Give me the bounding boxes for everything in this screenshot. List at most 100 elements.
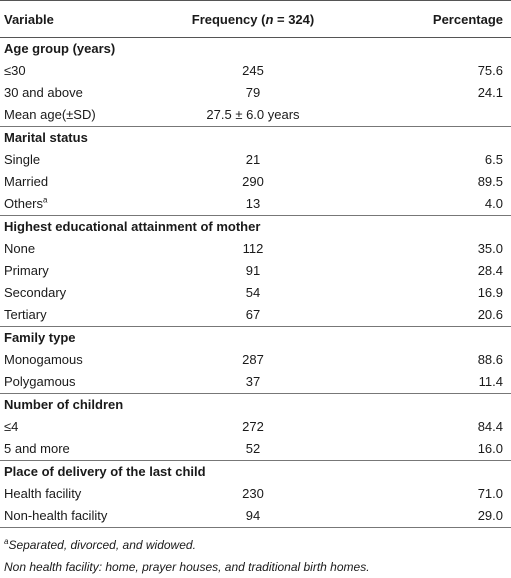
row-label-text: Single	[4, 152, 41, 167]
section-title: Family type	[4, 330, 76, 345]
footnote-a-mark: a	[4, 537, 9, 546]
row-frequency: 21	[245, 152, 261, 167]
row-label-text: None	[4, 241, 36, 256]
row-label: Monogamous	[4, 349, 83, 371]
row-label-text: ≤4	[4, 419, 19, 434]
table-header-row: Variable Frequency (n = 324) Percentage	[0, 1, 511, 37]
row-label-text: Primary	[4, 263, 49, 278]
row-frequency: 112	[242, 241, 264, 256]
footnote-a-text: Separated, divorced, and widowed.	[8, 538, 196, 552]
row-percentage: 35.0	[477, 241, 503, 256]
row-percentage: 28.4	[477, 263, 503, 278]
row-percentage: 24.1	[477, 85, 503, 100]
row-frequency: 94	[245, 508, 261, 523]
section-header-row: Number of children	[0, 394, 511, 416]
section-header-row: Place of delivery of the last child	[0, 461, 511, 483]
footnote-a: aSeparated, divorced, and widowed.	[4, 534, 511, 556]
section-title: Place of delivery of the last child	[4, 464, 206, 479]
header-variable: Variable	[4, 12, 54, 27]
row-label-text: Married	[4, 174, 49, 189]
footnote-marker: a	[43, 195, 48, 205]
section-title: Number of children	[4, 397, 124, 412]
row-label: Tertiary	[4, 304, 47, 326]
row-frequency: 91	[245, 263, 261, 278]
row-label: Health facility	[4, 483, 81, 505]
table-row: 30 and above 79 24.1	[0, 82, 511, 104]
row-frequency: 287	[242, 352, 264, 367]
row-label-text: Health facility	[4, 486, 82, 501]
row-percentage: 71.0	[477, 486, 503, 501]
row-label: Polygamous	[4, 371, 76, 393]
footnote-b: Non health facility: home, prayer houses…	[4, 560, 370, 574]
row-label-text: Mean age(±SD)	[4, 107, 96, 122]
row-frequency: 272	[242, 419, 264, 434]
header-frequency: Frequency (n = 324)	[191, 12, 315, 27]
row-label-text: Non-health facility	[4, 508, 108, 523]
table-row: Monogamous 287 88.6	[0, 349, 511, 371]
section-rule	[0, 215, 511, 216]
row-percentage: 4.0	[484, 196, 503, 211]
table-row: None 112 35.0	[0, 238, 511, 260]
section-title: Marital status	[4, 130, 88, 145]
section-header-row: Marital status	[0, 127, 511, 149]
row-frequency: 52	[245, 441, 261, 456]
row-label-text: ≤30	[4, 63, 26, 78]
row-label-text: Monogamous	[4, 352, 83, 367]
row-frequency: 230	[242, 486, 264, 501]
row-frequency: 13	[245, 196, 261, 211]
row-percentage: 75.6	[477, 63, 503, 78]
row-label-text: Tertiary	[4, 307, 47, 322]
row-frequency: 37	[245, 374, 261, 389]
section-rule	[0, 126, 511, 127]
row-label-text: Secondary	[4, 285, 67, 300]
row-percentage: 16.0	[477, 441, 503, 456]
section-rule	[0, 460, 511, 461]
section-title: Highest educational attainment of mother	[4, 219, 261, 234]
table-row: Othersa 13 4.0	[0, 193, 511, 215]
table-footnotes: aSeparated, divorced, and widowed. Non h…	[0, 534, 511, 578]
row-percentage: 89.5	[477, 174, 503, 189]
row-percentage: 11.4	[478, 374, 503, 389]
row-label: None	[4, 238, 35, 260]
table-row: Polygamous 37 11.4	[0, 371, 511, 393]
table-row: 5 and more 52 16.0	[0, 438, 511, 460]
table-row: Primary 91 28.4	[0, 260, 511, 282]
table-row: Non-health facility 94 29.0	[0, 505, 511, 527]
row-label: 5 and more	[4, 438, 70, 460]
row-frequency: 67	[245, 307, 261, 322]
table-top-rule	[0, 0, 511, 1]
table-row: Tertiary 67 20.6	[0, 304, 511, 326]
row-label: Mean age(±SD)	[4, 104, 96, 126]
demographics-table: Variable Frequency (n = 324) Percentage …	[0, 0, 511, 528]
row-label: Non-health facility	[4, 505, 107, 527]
row-label: Married	[4, 171, 48, 193]
row-percentage: 84.4	[477, 419, 503, 434]
row-frequency: 79	[245, 85, 261, 100]
row-percentage: 16.9	[477, 285, 503, 300]
table-row: Married 290 89.5	[0, 171, 511, 193]
row-label: Single	[4, 149, 40, 171]
row-frequency: 27.5 ± 6.0 years	[206, 107, 300, 122]
row-label-text: Others	[4, 196, 44, 211]
section-header-row: Highest educational attainment of mother	[0, 216, 511, 238]
table-row: Mean age(±SD) 27.5 ± 6.0 years	[0, 104, 511, 126]
row-label: ≤4	[4, 416, 18, 438]
row-frequency: 54	[245, 285, 261, 300]
row-label: Othersa	[4, 193, 47, 215]
row-percentage: 29.0	[477, 508, 503, 523]
section-rule	[0, 393, 511, 394]
table-row: Health facility 230 71.0	[0, 483, 511, 505]
table-body: Age group (years) ≤30 245 75.6 30 and above 7…	[0, 38, 511, 528]
row-label: Primary	[4, 260, 49, 282]
row-frequency: 245	[242, 63, 264, 78]
row-percentage: 6.5	[484, 152, 503, 167]
row-label-text: 5 and more	[4, 441, 70, 456]
row-frequency: 290	[242, 174, 264, 189]
row-percentage: 88.6	[477, 352, 503, 367]
table-row: ≤30 245 75.6	[0, 60, 511, 82]
table-row: ≤4 272 84.4	[0, 416, 511, 438]
header-percentage: Percentage	[432, 12, 503, 27]
section-rule	[0, 326, 511, 327]
table-row: Secondary 54 16.9	[0, 282, 511, 304]
section-header-row: Age group (years)	[0, 38, 511, 60]
